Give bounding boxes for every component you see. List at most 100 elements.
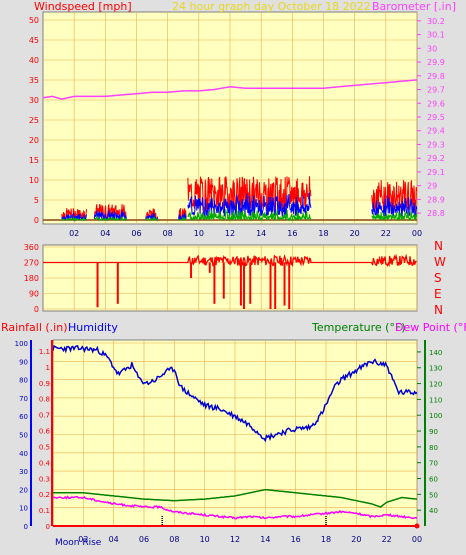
rh-x-tick-label-14: 14 <box>260 535 270 544</box>
baro-tick-label-10: 29.8 <box>427 72 445 81</box>
dewpoint-axis-title: Dew Point (°F) <box>395 321 466 334</box>
wind-x-tick-label-12: 12 <box>225 229 235 238</box>
temp-tick-label-80: 80 <box>429 444 438 452</box>
dir-tick-label-90: 90 <box>29 290 39 299</box>
rain-humidity-marks <box>52 345 420 529</box>
temp-tick-label-120: 120 <box>429 381 442 389</box>
wind-direction-marks <box>43 253 417 309</box>
wind-tick-label-35: 35 <box>29 76 39 85</box>
wind-x-tick-label-00: 00 <box>412 229 422 238</box>
rh-x-tick-label-20: 20 <box>351 535 361 544</box>
wind-baro-axes: 0 5 10 15 20 25 30 35 40 45 50 28.8 28.9 29 29.1 29.2 29… <box>29 16 445 238</box>
wind-avg-band-0 <box>61 212 87 222</box>
dir-tick-label-360: 360 <box>24 243 39 252</box>
rain-humidity-axes: 010203040506070809010000.10.20.30.40.50.… <box>15 340 442 544</box>
wind-x-tick-label-20: 20 <box>350 229 360 238</box>
dewpoint-line <box>52 495 418 520</box>
baro-tick-label-5: 29.3 <box>427 140 445 149</box>
graph-title: 24 hour graph day October 18 2022 <box>172 0 371 13</box>
rh-x-tick-label-18: 18 <box>321 535 331 544</box>
humidity-line <box>52 345 418 443</box>
baro-tick-label-11: 29.9 <box>427 58 445 67</box>
rh-x-tick-label-16: 16 <box>291 535 301 544</box>
wind-low-band-2 <box>145 215 159 221</box>
humidity-tick-label-50: 50 <box>19 432 28 440</box>
baro-tick-label-0: 28.8 <box>427 209 445 218</box>
wind-direction-axes: 0 90 180 270 360 <box>24 243 39 314</box>
rain-tick-label-1: 0.1 <box>39 507 50 515</box>
humidity-tick-label-80: 80 <box>19 377 28 385</box>
baro-tick-label-12: 30 <box>427 44 437 53</box>
wind-tick-label-20: 20 <box>29 136 39 145</box>
dir-tick-label-180: 180 <box>24 274 39 283</box>
baro-tick-label-8: 29.6 <box>427 99 445 108</box>
rain-tick-label-5: 0.5 <box>39 443 50 451</box>
humidity-tick-label-30: 30 <box>19 468 28 476</box>
temp-tick-label-140: 140 <box>429 349 442 357</box>
wind-low-band-1 <box>93 214 127 222</box>
temp-tick-label-70: 70 <box>429 460 438 468</box>
rh-x-tick-label-06: 06 <box>139 535 149 544</box>
rain-tick-label-10: 1 <box>46 364 50 372</box>
wind-low-band-4 <box>187 209 312 222</box>
dir-tick-label-270: 270 <box>24 259 39 268</box>
direction-label-n-bottom: N <box>434 303 443 317</box>
humidity-tick-label-0: 0 <box>24 523 28 531</box>
wind-tick-label-10: 10 <box>29 176 39 185</box>
baro-tick-label-7: 29.5 <box>427 113 445 122</box>
wind-tick-label-50: 50 <box>29 16 39 25</box>
temp-tick-label-110: 110 <box>429 396 442 404</box>
humidity-tick-label-70: 70 <box>19 395 28 403</box>
wind-tick-label-40: 40 <box>29 56 39 65</box>
barometer-line <box>42 79 418 100</box>
dir-tick-label-0: 0 <box>34 305 39 314</box>
baro-tick-label-2: 29 <box>427 182 437 191</box>
temperature-line <box>53 488 418 508</box>
wind-avg-band-5 <box>371 195 418 217</box>
wind-low-band-0 <box>61 215 87 222</box>
direction-label-w: W <box>434 255 446 269</box>
rain-tick-label-7: 0.7 <box>39 412 50 420</box>
rain-tick-label-2: 0.2 <box>39 491 50 499</box>
wind-avg-band-3 <box>178 212 187 220</box>
baro-tick-label-6: 29.4 <box>427 127 445 136</box>
rainfall-end-dot <box>414 523 420 529</box>
temp-tick-label-130: 130 <box>429 365 442 373</box>
wind-x-tick-label-18: 18 <box>318 229 328 238</box>
rh-x-tick-label-02: 02 <box>78 535 88 544</box>
wind-low-band-5 <box>371 210 418 222</box>
rh-x-tick-label-22: 22 <box>382 535 392 544</box>
temp-tick-label-90: 90 <box>429 428 438 436</box>
humidity-tick-label-90: 90 <box>19 358 28 366</box>
baro-tick-label-3: 29.1 <box>427 168 445 177</box>
rain-tick-label-6: 0.6 <box>39 428 51 436</box>
wind-tick-label-15: 15 <box>29 156 39 165</box>
wind-direction-line <box>43 253 417 268</box>
rain-tick-label-0: 0 <box>46 523 50 531</box>
rh-x-tick-label-00: 00 <box>412 535 422 544</box>
temperature-axis-title: Temperature (°F) <box>311 321 406 334</box>
rain-tick-label-3: 0.3 <box>39 475 50 483</box>
baro-tick-label-13: 30.1 <box>427 31 445 40</box>
rh-x-tick-label-08: 08 <box>169 535 179 544</box>
wind-tick-label-30: 30 <box>29 96 39 105</box>
humidity-tick-label-40: 40 <box>19 450 28 458</box>
rain-tick-label-11: 1.1 <box>39 348 50 356</box>
humidity-tick-label-100: 100 <box>15 340 28 348</box>
rainfall-axis-title: Rainfall (.in) <box>1 321 68 334</box>
rain-tick-label-8: 0.8 <box>39 396 50 404</box>
barometer-axis-title: Barometer [.in] <box>372 0 456 13</box>
rh-x-tick-label-10: 10 <box>200 535 210 544</box>
windspeed-axis-title: Windspeed [mph] <box>34 0 132 13</box>
humidity-axis-title: Humidity <box>68 321 118 334</box>
temp-tick-label-100: 100 <box>429 412 442 420</box>
wind-x-tick-label-14: 14 <box>256 229 266 238</box>
wind-tick-label-0: 0 <box>34 216 39 225</box>
baro-tick-label-1: 28.9 <box>427 195 445 204</box>
humidity-tick-label-20: 20 <box>19 486 28 494</box>
rh-x-tick-label-04: 04 <box>109 535 119 544</box>
wind-x-tick-label-10: 10 <box>194 229 204 238</box>
wind-x-tick-label-08: 08 <box>163 229 173 238</box>
